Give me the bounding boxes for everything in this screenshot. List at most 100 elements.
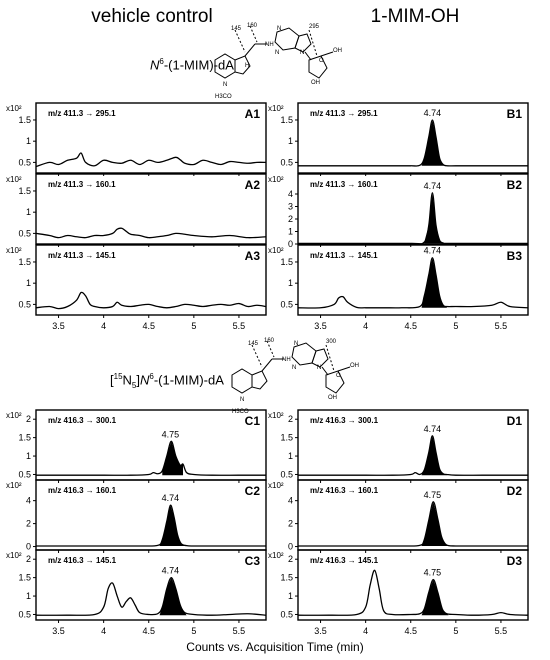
y-tick-label: 0.5 <box>280 469 293 479</box>
x-tick-label: 5.5 <box>233 626 246 636</box>
x-tick-label: 3.5 <box>314 626 327 636</box>
x-tick-label: 5 <box>453 626 458 636</box>
x-tick-label: 4.5 <box>142 321 155 331</box>
y-tick-label: 1.5 <box>280 573 293 583</box>
struct-label: OH <box>328 395 337 401</box>
peak-rt-label: 4.74 <box>424 246 442 256</box>
peak-fill <box>421 435 447 476</box>
transition-label: m/z 416.3 → 145.1 <box>48 556 117 565</box>
peak-fill <box>424 192 447 244</box>
y-tick-label: 1.5 <box>18 257 31 267</box>
right-column-title: 1-MIM-OH <box>370 6 460 27</box>
transition-label: m/z 416.3 → 300.1 <box>48 416 117 425</box>
transition-label: m/z 411.3 → 295.1 <box>48 109 116 118</box>
panel-id: B1 <box>507 107 523 121</box>
struct-label: N <box>292 365 296 371</box>
chromatogram-trace <box>297 569 529 616</box>
peak-rt-label: 4.74 <box>424 424 442 434</box>
transition-label: m/z 411.3 → 160.1 <box>48 180 116 189</box>
panel-d3: x10² 0.5 1 1.5 2 3.5 4 4.5 5 5.5 m/z 416.3 → 145.1… <box>268 549 529 636</box>
x-tick-label: 3.5 <box>314 321 327 331</box>
y-unit-label: x10² <box>6 551 22 560</box>
y-unit-label: x10² <box>6 481 22 490</box>
peak-fill <box>421 579 449 616</box>
x-tick-label: 3.5 <box>52 321 65 331</box>
peak-fill <box>159 505 190 546</box>
panel-c2: x10² 0 2 4 m/z 416.3 → 160.1 C2 4.74 <box>6 479 267 553</box>
panel-frame <box>35 244 267 316</box>
struct-label: N <box>317 365 321 371</box>
y-tick-label: 1.5 <box>280 115 293 125</box>
y-tick-label: 1.5 <box>18 186 31 196</box>
x-tick-label: 4 <box>101 321 106 331</box>
panel-id: C1 <box>245 414 261 428</box>
panel-a3: x10² 0.5 1 1.5 3.5 4 4.5 5 5.5 m/z 411.3 → 145.1 A… <box>6 244 267 331</box>
transition-label: m/z 411.3 → 295.1 <box>310 109 378 118</box>
transition-label: m/z 416.3 → 160.1 <box>310 486 379 495</box>
y-tick-label: 0.5 <box>18 228 31 238</box>
struct-label: 300 <box>326 339 337 345</box>
y-tick-label: 0.5 <box>18 299 31 309</box>
chromatogram-trace <box>298 192 528 245</box>
y-tick-label: 0 <box>288 239 293 249</box>
struct-label: N <box>300 50 304 56</box>
y-tick-label: 1 <box>288 278 293 288</box>
y-tick-label: 0 <box>288 542 293 552</box>
struct-label: O <box>319 58 324 64</box>
y-unit-label: x10² <box>268 411 284 420</box>
struct-label: 145 <box>231 26 242 32</box>
struct-label: H <box>245 63 249 69</box>
panel-id: A1 <box>245 107 261 121</box>
y-tick-label: 1.5 <box>18 433 31 443</box>
y-tick-label: 1 <box>288 591 293 601</box>
y-tick-label: 1 <box>26 451 31 461</box>
chromatogram-trace <box>35 291 267 310</box>
panel-id: B3 <box>507 249 523 263</box>
y-unit-label: x10² <box>268 246 284 255</box>
panel-id: D2 <box>507 484 523 498</box>
struct-label: 295 <box>309 24 320 30</box>
struct-label: H3CO <box>215 94 232 100</box>
panel-id: A2 <box>245 178 261 192</box>
panel-d2: x10² 0 2 4 m/z 416.3 → 160.1 D2 4.75 <box>268 479 529 553</box>
y-tick-label: 0.5 <box>18 469 31 479</box>
struct-label: OH <box>333 48 342 54</box>
x-tick-label: 3.5 <box>52 626 65 636</box>
x-tick-label: 5 <box>191 321 196 331</box>
panel-b3: x10² 0.5 1 1.5 3.5 4 4.5 5 5.5 m/z 411.3 → 145.1 B… <box>268 244 529 331</box>
x-tick-label: 5 <box>453 321 458 331</box>
peak-rt-label: 4.75 <box>424 567 442 577</box>
struct-label: 160 <box>264 338 275 344</box>
struct-label: N <box>223 82 227 88</box>
y-tick-label: 2 <box>288 554 293 564</box>
y-tick-label: 3 <box>288 202 293 212</box>
y-tick-label: 1.5 <box>18 573 31 583</box>
y-tick-label: 2 <box>288 519 293 529</box>
structure-bottom: 145 160 300 N NH N N O OH OH N H3CO <box>231 338 359 415</box>
y-unit-label: x10² <box>6 246 22 255</box>
panel-b2: x10² 0 1 2 3 4 m/z 411.3 → 160.1 B2 4.74 <box>268 173 529 249</box>
peak-rt-label: 4.74 <box>424 181 442 191</box>
chromatogram-trace <box>35 576 267 616</box>
y-unit-label: x10² <box>268 551 284 560</box>
x-axis-title: Counts vs. Acquisition Time (min) <box>186 640 364 654</box>
panel-b1: x10² 0.5 1 1.5 m/z 411.3 → 295.1 B1 4.74 <box>268 102 529 176</box>
y-tick-label: 0.5 <box>280 609 293 619</box>
transition-label: m/z 411.3 → 145.1 <box>48 251 116 260</box>
struct-label: OH <box>311 80 320 86</box>
x-tick-label: 5.5 <box>233 321 246 331</box>
peak-rt-label: 4.74 <box>162 566 180 576</box>
chromatogram-trace <box>35 227 267 239</box>
x-tick-label: 4 <box>363 626 368 636</box>
peak-fill <box>421 257 447 308</box>
panel-a2: x10² 0.5 1 1.5 m/z 411.3 → 160.1 A2 <box>6 173 267 247</box>
y-tick-label: 4 <box>26 496 31 506</box>
struct-label: NH <box>265 42 274 48</box>
transition-label: m/z 411.3 → 160.1 <box>310 180 378 189</box>
compound-label-bottom: [15N5]N6-(1-MIM)-dA <box>110 372 224 390</box>
y-tick-label: 0.5 <box>18 609 31 619</box>
panel-c3: x10² 0.5 1 1.5 2 3.5 4 4.5 5 5.5 m/z 416.3 → 145.1… <box>6 549 267 636</box>
y-tick-label: 0.5 <box>280 157 293 167</box>
structure-top: 145 160 295 N NH N N O OH OH H N H3CO <box>214 23 342 100</box>
